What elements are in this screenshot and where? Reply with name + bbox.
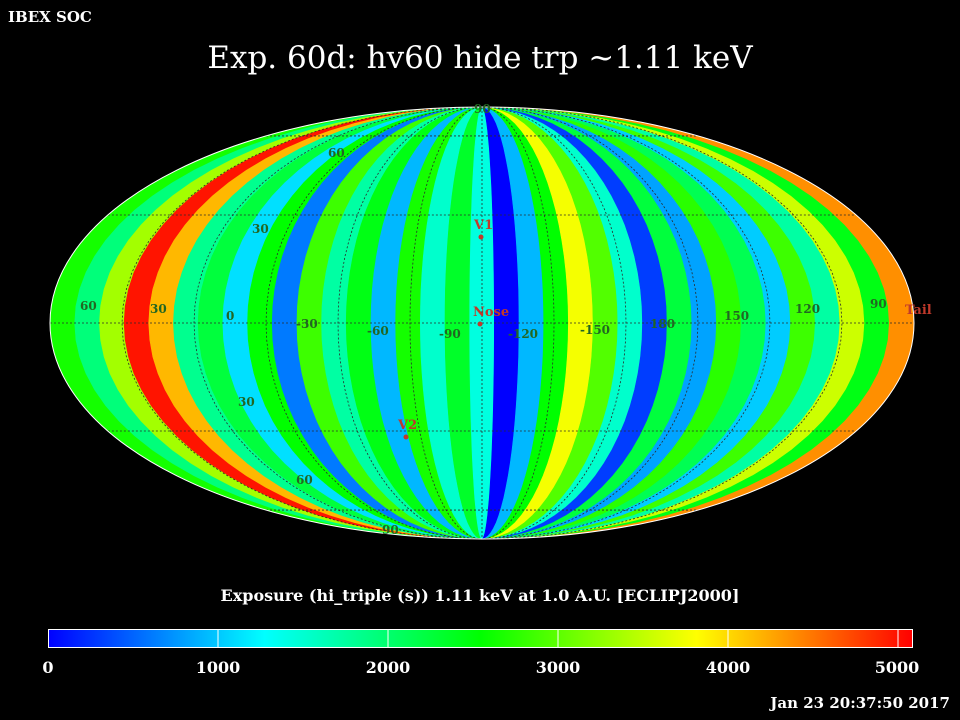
lat-label: 30 [252,222,269,236]
lat-label: 90 [474,102,491,116]
lon-label: 90 [870,297,887,311]
marker-v1-label: V1 [473,218,493,233]
lon-label: -60 [367,324,389,338]
colorbar-tick: 3000 [535,658,581,677]
lon-label: 120 [795,302,820,316]
timestamp: Jan 23 20:37:50 2017 [770,694,950,712]
sky-map: 60 30 0 -30 -60 -90 -120 -150 180 150 12… [49,102,932,540]
lat-label: 60 [296,473,313,487]
marker-nose-dot [477,321,483,327]
colorbar-tick: 2000 [365,658,411,677]
lon-label: 180 [650,317,675,331]
lat-label: 30 [238,395,255,409]
colorbar-tick: 4000 [705,658,751,677]
lon-label: 30 [150,302,167,316]
lon-label: -120 [508,327,538,341]
lon-label: 60 [80,299,97,313]
marker-v2-label: V2 [397,418,417,433]
lat-label: 60 [328,146,345,160]
marker-tail-label: Tail [905,303,932,318]
lon-label: -90 [439,327,461,341]
colorbar-tick: 5000 [874,658,920,677]
lon-label: -30 [296,317,318,331]
plot-title: Exp. 60d: hv60 hide trp ~1.11 keV [207,40,753,76]
marker-v1-dot [478,234,484,240]
lon-label: 150 [724,309,749,323]
org-label: IBEX SOC [8,8,92,26]
colorbar-tick: 1000 [195,658,241,677]
lon-label: 0 [226,309,234,323]
colorbar-tick: 0 [42,658,54,677]
lat-label: 90 [382,523,399,537]
marker-nose-label: Nose [473,305,509,320]
colorbar [48,629,913,648]
marker-v2-dot [403,434,409,440]
meridian-line [481,107,699,539]
lon-label: -150 [580,323,610,337]
colorbar-title: Exposure (hi_triple (s)) 1.11 keV at 1.0… [220,586,740,605]
